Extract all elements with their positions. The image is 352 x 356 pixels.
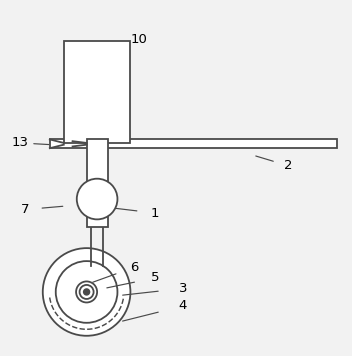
Text: 1: 1 — [151, 206, 159, 220]
Circle shape — [43, 248, 131, 336]
Circle shape — [77, 179, 118, 219]
Bar — [87, 140, 108, 227]
Text: 3: 3 — [179, 282, 187, 295]
Text: 7: 7 — [21, 203, 30, 216]
Bar — [50, 140, 337, 148]
Text: 6: 6 — [130, 261, 138, 274]
Text: 10: 10 — [131, 33, 147, 46]
Text: 2: 2 — [284, 159, 293, 172]
Text: 5: 5 — [151, 271, 159, 284]
Circle shape — [80, 285, 94, 299]
Text: 4: 4 — [179, 299, 187, 313]
Bar — [64, 41, 131, 143]
Circle shape — [84, 289, 89, 295]
Circle shape — [76, 282, 97, 303]
Text: 13: 13 — [12, 136, 29, 150]
Circle shape — [56, 261, 118, 323]
